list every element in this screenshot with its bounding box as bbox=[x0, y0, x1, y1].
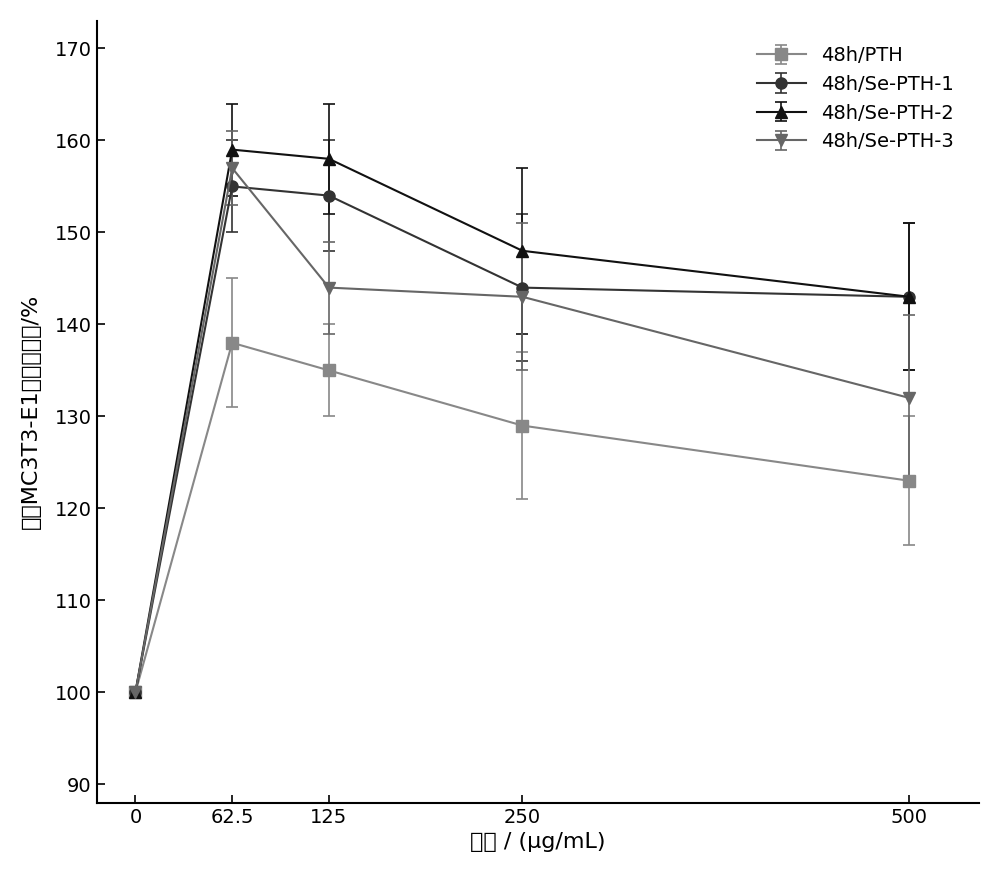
Y-axis label: 小鼠MC3T3-E1细胞增殖率/%: 小鼠MC3T3-E1细胞增殖率/% bbox=[21, 294, 41, 529]
X-axis label: 浓度 / (μg/mL): 浓度 / (μg/mL) bbox=[470, 832, 606, 852]
Legend: 48h/PTH, 48h/Se-PTH-1, 48h/Se-PTH-2, 48h/Se-PTH-3: 48h/PTH, 48h/Se-PTH-1, 48h/Se-PTH-2, 48h… bbox=[741, 31, 969, 167]
